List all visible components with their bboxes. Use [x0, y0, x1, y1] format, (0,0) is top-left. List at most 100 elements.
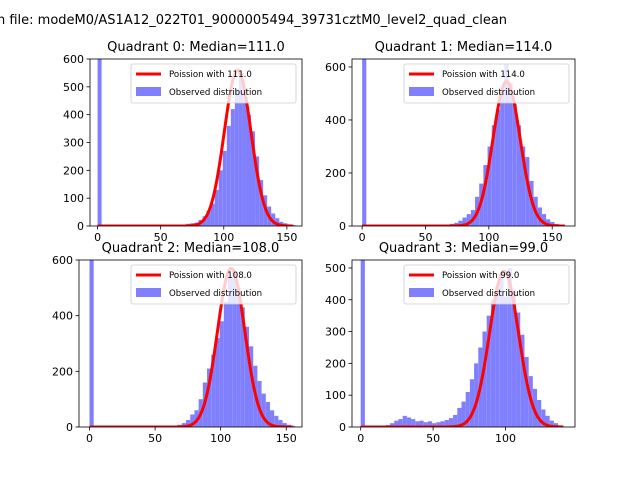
legend-box	[130, 63, 297, 104]
axes-frame	[78, 259, 303, 428]
histogram-bars	[360, 260, 563, 427]
legend-label-observed: Observed distribution	[442, 289, 535, 299]
histogram-bar	[457, 407, 462, 427]
x-tick-label: 150	[542, 231, 563, 244]
histogram-bar	[415, 421, 420, 427]
y-tick-label: 200	[63, 164, 84, 177]
histogram-bar	[444, 420, 449, 427]
panel-title: Quadrant 0: Median=111.0	[107, 40, 285, 55]
y-tick-label: 400	[63, 109, 84, 122]
histogram-bar	[251, 131, 256, 226]
histogram-bar	[218, 170, 223, 226]
histogram-bar	[500, 93, 505, 226]
x-tick-label: 0	[94, 231, 101, 244]
y-tick-label: 300	[63, 137, 84, 150]
y-tick-label: 0	[66, 421, 73, 434]
histogram-bar	[242, 95, 247, 226]
histogram-bar	[269, 410, 275, 427]
histogram-bar	[236, 287, 241, 427]
histogram-bar	[394, 420, 399, 427]
legend-label-fit: Poission with 108.0	[169, 271, 252, 281]
figure-suptitle: n file: modeM0/AS1A12_022T01_9000005494_…	[0, 13, 507, 28]
legend-label-fit: Poission with 111.0	[169, 70, 252, 80]
histogram-bar	[181, 423, 187, 427]
legend-patch-swatch	[136, 288, 161, 297]
histogram-bar	[549, 420, 554, 427]
histogram-bar	[507, 267, 512, 427]
histogram-bar	[524, 357, 529, 427]
x-tick-label: 0	[359, 231, 366, 244]
histogram-bar	[291, 225, 296, 226]
histogram-bar	[226, 125, 231, 226]
x-tick-label: 0	[86, 432, 93, 445]
panel-quadrant-0: 0 50 100 150 0 100 200 300 400 500 600 Quadrant 0: …	[63, 40, 303, 244]
x-tick-label: 100	[478, 231, 499, 244]
histogram-bar	[223, 301, 229, 427]
histogram-bar	[219, 321, 224, 427]
histogram-bar	[440, 421, 445, 427]
histogram-bar	[259, 180, 264, 226]
x-tick-label: 150	[276, 231, 297, 244]
histogram-bar	[521, 146, 526, 226]
axes-frame	[351, 259, 576, 428]
histogram-bar	[402, 415, 407, 427]
x-tick-label: 150	[276, 432, 297, 445]
histogram-bar	[246, 114, 252, 226]
histogram-bar	[503, 296, 508, 427]
legend-patch-swatch	[136, 87, 161, 96]
histogram-bar	[462, 217, 467, 226]
histogram-bar	[97, 59, 102, 226]
histogram-bar	[211, 354, 216, 427]
histogram-bar	[474, 363, 479, 427]
x-tick-label: 100	[495, 432, 516, 445]
histogram-bar	[461, 401, 466, 427]
histogram-bar	[486, 315, 491, 427]
histogram-bar	[550, 222, 555, 226]
histogram-bar	[469, 379, 475, 427]
histogram-bar	[222, 150, 227, 226]
poisson-fit-line	[361, 80, 566, 226]
histogram-bar	[230, 109, 235, 226]
histogram-bar	[390, 423, 395, 427]
histogram-bar	[511, 290, 517, 427]
histogram-bar	[419, 420, 424, 427]
y-tick-label: 100	[63, 192, 84, 205]
legend-label-observed: Observed distribution	[442, 88, 535, 98]
legend-box	[403, 264, 570, 305]
histogram-bar	[487, 146, 492, 226]
histogram-bar	[516, 312, 521, 427]
histogram-bar	[240, 307, 245, 427]
histogram-bar	[512, 104, 517, 226]
histogram-bar	[553, 423, 559, 427]
histogram-bar	[275, 218, 280, 226]
y-tick-label: 600	[63, 53, 84, 66]
histogram-bar	[215, 337, 220, 427]
histogram-bar	[214, 189, 219, 226]
histogram-bar	[210, 203, 215, 226]
poisson-fit-line	[359, 269, 565, 427]
histogram-bar	[537, 399, 542, 427]
histogram-bar	[278, 420, 283, 427]
histogram-bar	[423, 422, 428, 427]
legend-box	[130, 264, 297, 305]
y-tick-label: 400	[325, 114, 346, 127]
histogram-bar	[290, 425, 296, 427]
histogram-bar	[483, 165, 488, 226]
histogram-bar	[186, 420, 191, 427]
legend-label-fit: Poission with 99.0	[442, 271, 519, 281]
histogram-bar	[495, 287, 500, 427]
histogram-bar	[491, 125, 496, 226]
histogram-bar	[190, 414, 195, 427]
x-tick-label: 0	[357, 432, 364, 445]
histogram-bar	[520, 334, 525, 427]
histogram-bar	[207, 368, 212, 427]
panel-quadrant-3: 0 50 100 0 100 200 300 400 500 Quadrant 3: Median…	[325, 241, 576, 445]
histogram-bar	[432, 423, 437, 427]
histogram-bar	[546, 219, 551, 226]
histogram-bar	[545, 415, 550, 427]
histogram-bar	[398, 419, 403, 427]
legend: Poission with 114.0 Observed distribution	[403, 63, 570, 104]
y-tick-label: 500	[63, 81, 84, 94]
histogram-bar	[490, 299, 496, 427]
